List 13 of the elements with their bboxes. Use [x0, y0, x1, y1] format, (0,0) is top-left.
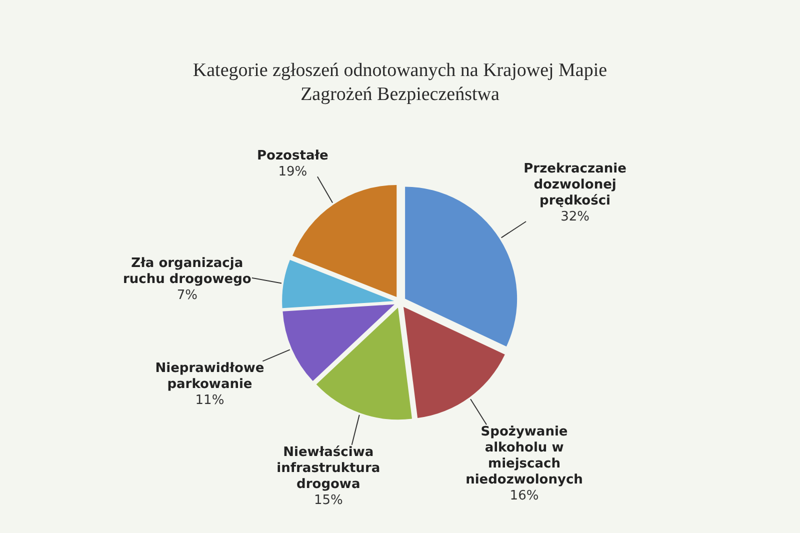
data-label: 32% — [560, 209, 590, 224]
slice-label: Zła organizacja ruchu drogowego — [122, 256, 252, 287]
data-label: 15% — [314, 492, 343, 508]
data-label: 19% — [278, 164, 308, 180]
slice-label: Spożywanie alkoholu w miejscach niedozwolonych — [466, 424, 583, 488]
slice-label: Pozostałe — [257, 148, 329, 164]
data-label: 11% — [195, 393, 224, 408]
chart-title: Kategorie zgłoszeń odnotowanych na Krajowej Mapie Zagrożeń Bezpieczeństwa — [192, 60, 608, 105]
slice-label: Nieprawidłowe parkowanie — [155, 361, 264, 392]
slice-label: Przekraczanie dozwolonej prędkości — [524, 161, 627, 208]
data-label: 16% — [510, 488, 539, 504]
data-label: 7% — [176, 288, 198, 303]
slice-label: Niewłaściwa infrastruktura drogowa — [276, 444, 380, 492]
